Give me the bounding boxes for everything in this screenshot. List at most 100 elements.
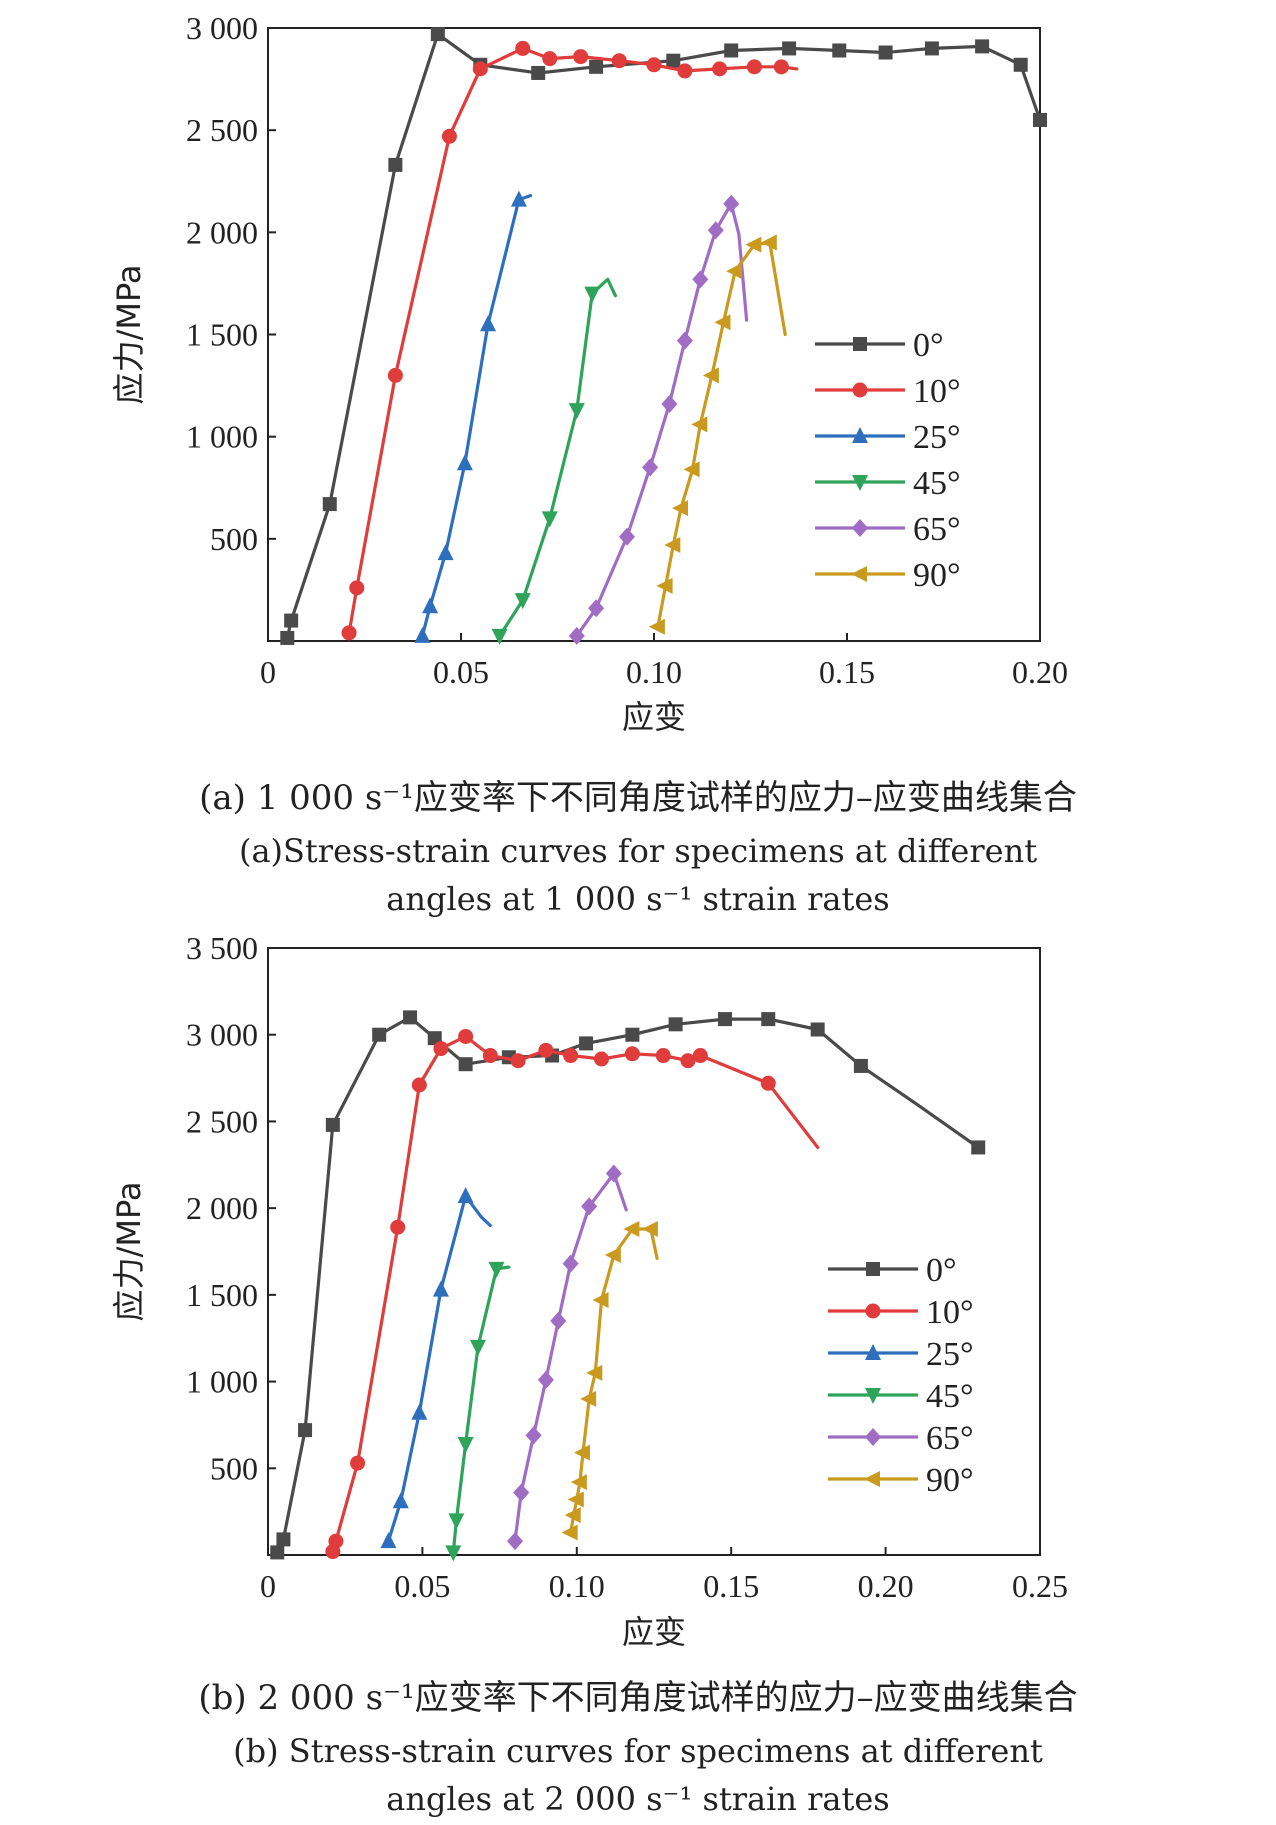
- data-point: [714, 314, 731, 331]
- x-tick-label: 0.20: [1012, 654, 1068, 690]
- y-tick-label: 2 000: [186, 214, 258, 250]
- y-tick-label: 1 000: [186, 1364, 258, 1400]
- legend-entry: 45°: [815, 465, 961, 502]
- y-tick-label: 3 000: [186, 10, 258, 46]
- legend-marker: [851, 566, 867, 582]
- legend-entry: 65°: [828, 1420, 974, 1457]
- legend-entry: 65°: [815, 511, 961, 548]
- y-axis-label: 应力/MPa: [110, 1182, 148, 1322]
- data-point: [773, 59, 789, 75]
- data-point: [472, 61, 488, 77]
- data-point: [542, 51, 558, 67]
- data-point: [579, 1036, 594, 1051]
- data-point: [623, 1220, 640, 1237]
- series-line: [498, 277, 618, 638]
- data-point: [537, 1370, 554, 1389]
- legend-label: 90°: [913, 557, 961, 594]
- data-point: [568, 626, 585, 645]
- data-point: [456, 454, 473, 471]
- legend-entry: 25°: [828, 1336, 974, 1373]
- data-point: [414, 626, 431, 643]
- legend-marker: [865, 1428, 881, 1446]
- x-tick-label: 0.10: [549, 1568, 605, 1604]
- y-tick-label: 3 000: [186, 1017, 258, 1053]
- data-point: [350, 1455, 366, 1471]
- caption-a-cn: (a) 1 000 s⁻¹应变率下不同角度试样的应力–应变曲线集合: [199, 778, 1077, 818]
- series-line: [275, 1015, 980, 1555]
- legend-marker: [865, 1344, 881, 1360]
- data-point: [853, 1058, 868, 1073]
- y-axis-label: 应力/MPa: [110, 265, 148, 405]
- data-point: [480, 315, 497, 332]
- legend-label: 0°: [913, 327, 944, 364]
- series-10°: [341, 40, 799, 641]
- legend-marker: [853, 337, 867, 351]
- y-tick-label: 2 500: [186, 112, 258, 148]
- data-point: [349, 580, 365, 596]
- data-point: [469, 1339, 486, 1356]
- legend-marker: [852, 427, 868, 443]
- x-tick-label: 0.15: [703, 1568, 759, 1604]
- data-point: [648, 618, 665, 635]
- data-point: [507, 1532, 524, 1551]
- data-point: [388, 157, 403, 172]
- data-point: [280, 630, 295, 645]
- data-point: [411, 1077, 427, 1093]
- data-point: [624, 1046, 640, 1062]
- data-point: [810, 1022, 825, 1037]
- legend-1: 0° 10° 25° 45° 65° 90°: [828, 1252, 974, 1499]
- data-point: [642, 458, 659, 477]
- data-point: [707, 221, 724, 240]
- data-point: [692, 1048, 708, 1064]
- data-point: [568, 403, 585, 420]
- data-point: [618, 527, 635, 546]
- legend-label: 65°: [913, 511, 961, 548]
- data-point: [513, 1483, 530, 1502]
- legend-marker: [852, 475, 868, 491]
- data-point: [718, 1012, 733, 1027]
- data-point: [782, 41, 797, 56]
- data-point: [515, 40, 531, 56]
- data-point: [328, 1533, 344, 1549]
- caption-a: (a) 1 000 s⁻¹应变率下不同角度试样的应力–应变曲线集合 (a)Str…: [0, 770, 1276, 923]
- y-tick-label: 3 500: [186, 930, 258, 966]
- caption-b-cn: (b) 2 000 s⁻¹应变率下不同角度试样的应力–应变曲线集合: [198, 1678, 1078, 1718]
- legend-marker: [852, 519, 868, 537]
- legend-label: 65°: [926, 1420, 974, 1457]
- legend-label: 0°: [926, 1252, 957, 1289]
- legend-marker: [852, 382, 868, 398]
- data-point: [668, 1017, 683, 1032]
- legend-entry: 10°: [828, 1294, 974, 1331]
- data-point: [605, 1164, 622, 1183]
- legend-marker: [864, 1471, 880, 1487]
- data-point: [562, 1254, 579, 1273]
- data-point: [457, 1437, 474, 1454]
- legend-entry: 0°: [828, 1252, 957, 1289]
- x-tick-label: 0.20: [858, 1568, 914, 1604]
- legend-entry: 45°: [828, 1378, 974, 1415]
- data-point: [510, 1053, 526, 1069]
- data-point: [276, 1532, 291, 1547]
- legend-marker: [865, 1303, 881, 1319]
- data-point: [761, 1012, 776, 1027]
- data-point: [538, 1042, 554, 1058]
- data-point: [611, 53, 627, 69]
- data-point: [655, 1048, 671, 1064]
- data-point: [432, 1280, 449, 1297]
- x-axis-label: 应变: [622, 698, 686, 736]
- legend-entry: 90°: [828, 1462, 974, 1499]
- data-point: [586, 1364, 603, 1381]
- y-tick-label: 2 500: [186, 1103, 258, 1139]
- data-point: [322, 497, 337, 512]
- x-tick-label: 0.05: [433, 654, 489, 690]
- caption-b: (b) 2 000 s⁻¹应变率下不同角度试样的应力–应变曲线集合 (b) St…: [0, 1670, 1276, 1823]
- series-65°: [568, 194, 749, 645]
- data-point: [1033, 112, 1047, 127]
- data-point: [573, 49, 589, 65]
- data-point: [433, 1041, 449, 1057]
- data-point: [491, 628, 508, 645]
- data-point: [561, 1524, 578, 1541]
- series-25°: [380, 1187, 492, 1549]
- data-point: [672, 500, 689, 517]
- series-10°: [325, 1028, 820, 1560]
